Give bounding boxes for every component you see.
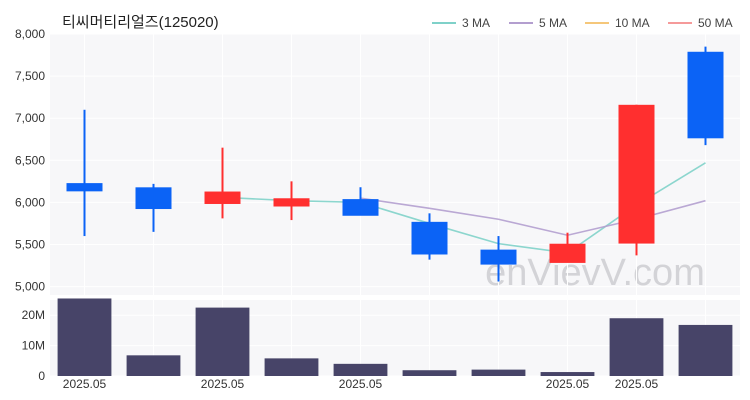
price-tick-label: 7,500 <box>15 69 45 83</box>
volume-bar <box>264 358 319 376</box>
candle <box>411 213 448 260</box>
volume-bar <box>609 318 664 376</box>
candle-body <box>342 199 379 216</box>
x-tick-label: 2025.05 <box>546 377 590 391</box>
candle-body <box>687 51 724 139</box>
legend-item: 50 MA <box>668 16 733 30</box>
candle <box>549 232 586 263</box>
candle <box>480 236 517 282</box>
candle-body <box>204 191 241 204</box>
watermark: enVievV.com <box>485 252 705 294</box>
legend-item: 3 MA <box>432 16 490 30</box>
legend-item: 10 MA <box>585 16 650 30</box>
candle-body <box>480 249 517 265</box>
volume-panel: 0 10M 20M 2025.05 2025.05 2025.05 2025.05 2025.… <box>22 298 740 391</box>
volume-bar <box>195 307 250 376</box>
candle-body <box>618 104 655 244</box>
volume-bar <box>540 372 595 376</box>
price-tick-label: 6,000 <box>15 195 45 209</box>
price-tick-label: 6,500 <box>15 153 45 167</box>
volume-tick-label: 10M <box>22 339 45 353</box>
legend: 3 MA 5 MA 10 MA 50 MA <box>432 16 733 30</box>
volume-bar <box>126 355 181 376</box>
price-tick-label: 5,500 <box>15 237 45 251</box>
candle <box>135 183 172 232</box>
candle <box>66 109 103 237</box>
x-tick-label: 2025.05 <box>201 377 245 391</box>
candle-body <box>411 221 448 255</box>
x-tick-label: 2025.05 <box>615 377 659 391</box>
candle-body <box>135 187 172 210</box>
candle-body <box>66 183 103 192</box>
price-tick-label: 5,000 <box>15 280 45 294</box>
legend-label: 10 MA <box>615 16 650 30</box>
volume-bar <box>678 324 733 376</box>
price-tick-label: 7,000 <box>15 111 45 125</box>
candle <box>273 181 310 221</box>
legend-label: 5 MA <box>539 16 567 30</box>
volume-bar <box>333 363 388 376</box>
volume-tick-label: 0 <box>38 369 45 383</box>
legend-label: 3 MA <box>462 16 490 30</box>
candle <box>204 147 241 219</box>
candle <box>687 46 724 146</box>
legend-label: 50 MA <box>698 16 733 30</box>
candle <box>342 187 379 216</box>
volume-tick-label: 20M <box>22 308 45 322</box>
chart-title: 티씨머티리얼즈(125020) <box>62 14 219 31</box>
x-tick-label: 2025.05 <box>63 377 107 391</box>
legend-item: 5 MA <box>509 16 567 30</box>
candle-body <box>273 198 310 207</box>
candle-body <box>549 243 586 263</box>
x-tick-label: 2025.05 <box>339 377 383 391</box>
price-panel: enVievV.com 5,000 5,500 6,000 6,500 7,000 7,50… <box>15 27 740 295</box>
volume-bar <box>57 298 112 376</box>
volume-bar <box>471 369 526 376</box>
volume-bar <box>402 370 457 376</box>
candle <box>618 104 655 256</box>
price-tick-label: 8,000 <box>15 27 45 41</box>
